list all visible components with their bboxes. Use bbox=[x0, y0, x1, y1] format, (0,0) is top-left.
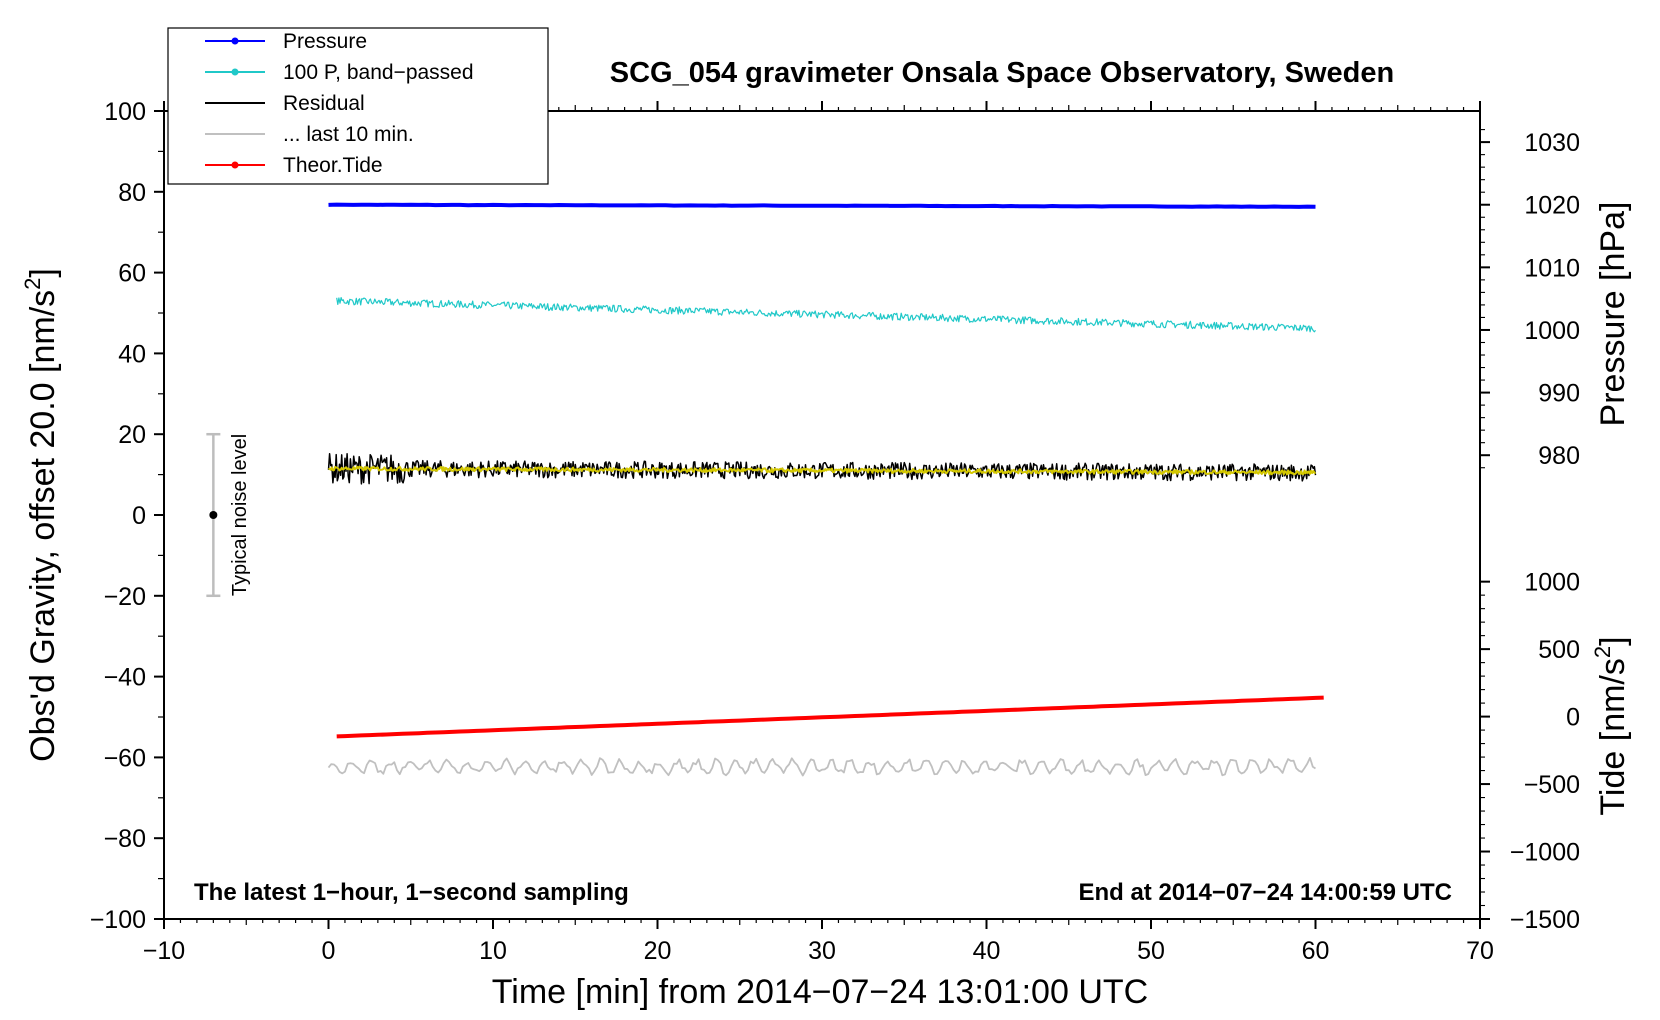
y-tick-label: −80 bbox=[104, 825, 146, 853]
y-axis-title-left-main: Obs'd Gravity, offset 20.0 [nm/s bbox=[24, 290, 62, 762]
x-tick-label: 30 bbox=[808, 937, 836, 965]
x-tick-label: −10 bbox=[143, 937, 185, 965]
x-tick-label: 70 bbox=[1466, 937, 1494, 965]
series-layer bbox=[327, 202, 1324, 777]
x-tick-label: 0 bbox=[322, 937, 336, 965]
noise-bar bbox=[206, 432, 221, 598]
y-axis-title-tide: Tide [nm/s2] bbox=[1590, 636, 1632, 815]
tide-tick-label: −500 bbox=[1524, 771, 1580, 799]
legend-label: Theor.Tide bbox=[283, 154, 383, 177]
x-tick-label: 10 bbox=[479, 937, 507, 965]
pressure-tick-labels: 980 990 1000 1010 1020 1030 bbox=[1524, 129, 1580, 470]
pressure-tick-label: 1020 bbox=[1524, 192, 1580, 220]
legend: Pressure 100 P, band−passed Residual ... la… bbox=[167, 27, 549, 185]
series-last-10-min bbox=[327, 757, 1316, 777]
y-tick-label: 20 bbox=[118, 421, 146, 449]
legend-label: Residual bbox=[283, 92, 365, 115]
y-tick-label: −20 bbox=[104, 583, 146, 611]
y-tick-label: −100 bbox=[90, 906, 146, 934]
x-tick-label: 20 bbox=[644, 937, 672, 965]
y-axis-title-pressure: Pressure [hPa] bbox=[1594, 202, 1632, 427]
tide-tick-label: 0 bbox=[1566, 704, 1580, 732]
chart-title: SCG_054 gravimeter Onsala Space Observat… bbox=[610, 57, 1394, 89]
pressure-tick-label: 1010 bbox=[1524, 254, 1580, 282]
y-tick-label: 60 bbox=[118, 260, 146, 288]
x-tick-label: 50 bbox=[1137, 937, 1165, 965]
y-tick-label: −60 bbox=[104, 744, 146, 772]
pressure-tick-label: 1000 bbox=[1524, 317, 1580, 345]
y-axis-title-tide-sup: 2 bbox=[1590, 646, 1615, 658]
series-pressure bbox=[328, 202, 1316, 209]
annotation-bottom-left: The latest 1−hour, 1−second sampling bbox=[194, 879, 629, 906]
noise-bar-label: Typical noise level bbox=[229, 434, 251, 596]
tide-tick-label: −1500 bbox=[1510, 906, 1580, 934]
legend-marker bbox=[231, 68, 239, 76]
y-axis-title-left-end: ] bbox=[24, 268, 62, 277]
y-axis-title-tide-main: Tide [nm/s bbox=[1594, 658, 1632, 815]
series-residual-smoothed bbox=[328, 465, 1317, 476]
y-tick-label: 80 bbox=[118, 179, 146, 207]
legend-label: ... last 10 min. bbox=[283, 123, 414, 146]
y-axis-title-left: Obs'd Gravity, offset 20.0 [nm/s2] bbox=[20, 268, 62, 762]
series-100-p-band-passed bbox=[336, 297, 1316, 333]
tide-tick-labels: −1500 −1000 −500 0 500 1000 bbox=[1510, 569, 1580, 934]
y-tick-labels: −100 −80 −60 −40 −20 0 20 40 60 80 100 bbox=[90, 98, 146, 934]
y-axis-title-left-sup: 2 bbox=[20, 278, 45, 290]
tide-tick-label: 1000 bbox=[1524, 569, 1580, 597]
x-tick-labels: −10 0 10 20 30 40 50 60 70 bbox=[143, 937, 1494, 965]
pressure-tick-label: 1030 bbox=[1524, 129, 1580, 157]
y-axis-title-tide-end: ] bbox=[1594, 636, 1632, 645]
y-tick-label: 100 bbox=[104, 98, 146, 126]
series-residual bbox=[327, 452, 1317, 485]
y-tick-label: 40 bbox=[118, 340, 146, 368]
y-tick-label: −40 bbox=[104, 664, 146, 692]
noise-bar-dot bbox=[209, 511, 218, 519]
x-axis-title: Time [min] from 2014−07−24 13:01:00 UTC bbox=[492, 973, 1148, 1011]
legend-label: Pressure bbox=[283, 30, 367, 53]
annotation-bottom-right: End at 2014−07−24 14:00:59 UTC bbox=[1078, 879, 1452, 906]
x-tick-label: 60 bbox=[1302, 937, 1330, 965]
pressure-tick-label: 990 bbox=[1538, 380, 1580, 408]
x-tick-label: 40 bbox=[973, 937, 1001, 965]
legend-label: 100 P, band−passed bbox=[283, 61, 474, 84]
pressure-tick-label: 980 bbox=[1538, 442, 1580, 470]
legend-marker bbox=[231, 161, 239, 169]
legend-marker bbox=[231, 37, 239, 45]
series-theor-tide bbox=[336, 695, 1324, 739]
plot-frame bbox=[163, 110, 1481, 920]
y-tick-label: 0 bbox=[132, 502, 146, 530]
tide-tick-label: 500 bbox=[1538, 636, 1580, 664]
tide-tick-label: −1000 bbox=[1510, 839, 1580, 867]
legend-box bbox=[167, 27, 549, 185]
